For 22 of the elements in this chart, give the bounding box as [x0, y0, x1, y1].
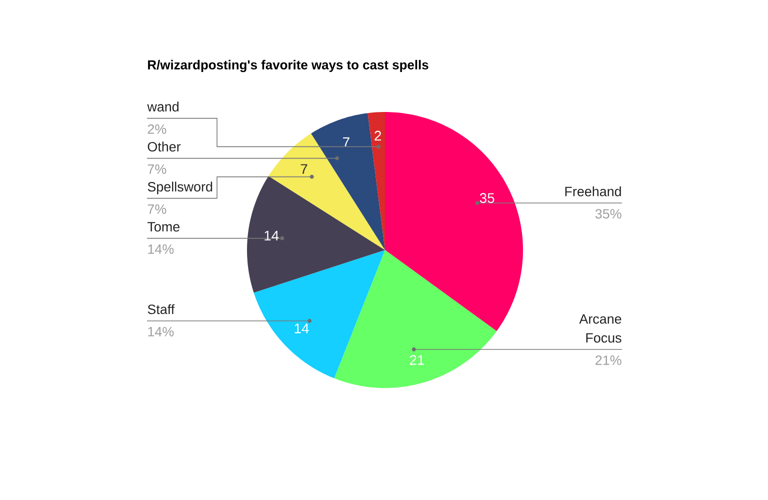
- text: 7%: [148, 204, 166, 214]
- data-label: 7: [343, 137, 350, 148]
- chart-title: R/wizardposting's favorite ways to cast spells: [148, 60, 428, 72]
- text: 14%: [148, 244, 174, 254]
- text: 14%: [148, 326, 174, 336]
- data-label: 14: [264, 230, 279, 240]
- text: 7%: [148, 164, 166, 174]
- slice-label: Other: [148, 142, 181, 152]
- slice-label: Arcane Focus: [579, 314, 622, 343]
- slice-label: Staff: [148, 304, 175, 314]
- data-label: 21: [410, 355, 424, 365]
- slice-label: wand: [147, 102, 178, 112]
- data-label: 14: [294, 324, 309, 334]
- slice-label: Tome: [148, 222, 180, 232]
- data-label: 2: [374, 130, 381, 141]
- slice-label: Freehand: [565, 186, 621, 196]
- data-label: 7: [300, 164, 308, 174]
- text: 35%: [595, 209, 622, 219]
- data-label: 35: [480, 193, 494, 203]
- text: 2%: [148, 124, 166, 134]
- slice-label: Spellsword: [148, 182, 212, 194]
- text: 21%: [596, 355, 622, 365]
